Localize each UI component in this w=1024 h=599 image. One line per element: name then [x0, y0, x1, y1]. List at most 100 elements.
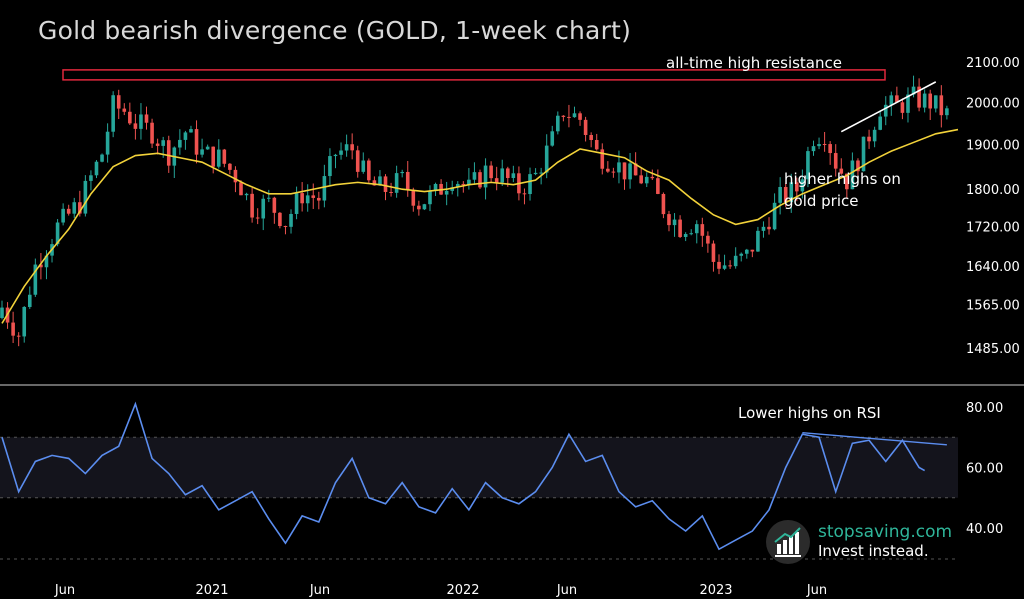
higher-highs-trendline [840, 81, 937, 133]
x-tick-label: Jun [556, 583, 577, 598]
candle-body [856, 160, 860, 172]
candle-body [39, 264, 43, 268]
price-tick-label: 1485.00 [966, 342, 1020, 357]
rsi-annotation: Lower highs on RSI [738, 404, 881, 422]
candle-body [122, 108, 127, 112]
candle-body [278, 212, 282, 227]
candle-body [255, 217, 260, 219]
candle-body [78, 202, 82, 214]
candle-body [105, 131, 110, 155]
candle-body [61, 208, 65, 223]
candle-body [656, 178, 660, 194]
candle-body [767, 226, 771, 230]
candle-body [678, 219, 682, 237]
candle-body [22, 306, 27, 337]
candle-body [417, 205, 421, 210]
candle-body [667, 214, 671, 226]
price-tick-label: 1900.00 [966, 139, 1020, 154]
candle-body [744, 249, 749, 254]
candle-body [11, 322, 15, 336]
candle-body [455, 183, 460, 188]
watermark-tagline: Invest instead. [818, 542, 929, 560]
candle-body [478, 172, 482, 188]
rsi-band-fill [0, 437, 958, 498]
x-tick-label: 2023 [699, 583, 732, 598]
candle-body [878, 116, 882, 130]
candle-body [16, 335, 21, 337]
candle-body [283, 226, 288, 228]
candle-body [100, 154, 104, 162]
candle-body [761, 226, 766, 231]
candle-body [139, 114, 143, 129]
candle-body [622, 162, 627, 180]
candle-body [561, 115, 566, 117]
candle-body [216, 149, 221, 167]
candle-body [839, 168, 844, 174]
candle-body [544, 145, 549, 173]
candle-body [350, 144, 354, 151]
candle-body [422, 204, 427, 210]
candle-body [72, 202, 77, 214]
candle-body [450, 187, 455, 191]
candle-body [811, 146, 816, 152]
candle-body [583, 119, 588, 135]
candle-body [828, 144, 832, 154]
candle-body [945, 108, 949, 116]
candle-body [317, 197, 321, 201]
candle-body [533, 172, 538, 175]
candle-body [266, 197, 271, 199]
x-axis: Jun 2021 Jun 2022 Jun 2023 Jun [54, 583, 827, 598]
candle-body [272, 197, 277, 213]
candle-body [800, 179, 805, 192]
candle-body [339, 150, 343, 155]
candle-body [294, 193, 299, 214]
rsi-tick-label: 80.00 [966, 401, 1003, 416]
candle-body [550, 131, 555, 146]
rsi-y-axis: 80.00 60.00 40.00 [966, 401, 1003, 537]
candle-body [672, 219, 677, 226]
candle-body [739, 253, 744, 256]
candle-body [505, 168, 510, 178]
candle-body [400, 171, 404, 174]
candle-body [572, 113, 577, 118]
candle-body [211, 146, 216, 167]
candle-body [717, 261, 721, 269]
candle-body [650, 176, 655, 179]
candle-body [183, 132, 188, 140]
candle-body [33, 264, 38, 295]
candle-body [383, 176, 388, 192]
candle-body [933, 95, 938, 109]
rsi-tick-label: 60.00 [966, 462, 1003, 477]
candle-body [394, 173, 399, 193]
candle-body [444, 190, 449, 195]
candle-body [845, 173, 849, 190]
candle-body [617, 162, 621, 173]
candles [0, 75, 949, 347]
x-tick-label: Jun [54, 583, 75, 598]
candle-body [694, 224, 699, 234]
candle-body [27, 294, 32, 307]
candle-body [556, 115, 560, 132]
candle-body [483, 165, 488, 188]
candle-body [700, 224, 705, 236]
candle-body [361, 160, 366, 172]
candle-body [789, 182, 794, 203]
price-tick-label: 2100.00 [966, 56, 1020, 71]
chart-title: Gold bearish divergence (GOLD, 1-week ch… [38, 16, 632, 45]
candle-body [244, 193, 249, 196]
candle-body [889, 95, 894, 105]
candle-body [389, 191, 393, 193]
candle-body [872, 129, 877, 142]
candle-body [261, 198, 266, 219]
moving-average-line [1, 128, 959, 324]
candle-body [750, 249, 755, 252]
x-tick-label: 2021 [195, 583, 228, 598]
candle-body [756, 230, 760, 252]
candle-body [55, 222, 60, 245]
candle-body [222, 149, 227, 164]
candle-body [322, 176, 327, 201]
rsi-tick-label: 40.00 [966, 522, 1003, 537]
candle-body [489, 165, 493, 179]
candle-body [689, 233, 694, 235]
candle-body [511, 173, 516, 178]
